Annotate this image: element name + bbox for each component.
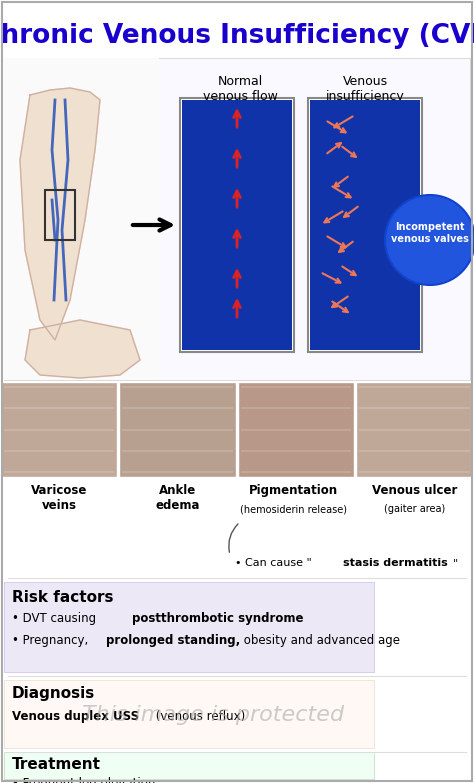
- Text: Venous ulcer: Venous ulcer: [372, 484, 457, 497]
- Text: obesity and advanced age: obesity and advanced age: [240, 634, 400, 647]
- Bar: [119, 382, 236, 477]
- Bar: [308, 98, 422, 352]
- Text: • DVT causing: • DVT causing: [12, 612, 100, 625]
- Text: Normal
venous flow: Normal venous flow: [202, 75, 277, 103]
- Bar: [4, 58, 159, 380]
- Text: Varicose
veins: Varicose veins: [31, 484, 87, 512]
- Bar: [4, 582, 374, 672]
- Circle shape: [385, 195, 474, 285]
- Text: • Frequent leg elevation: • Frequent leg elevation: [12, 777, 155, 783]
- Bar: [4, 680, 374, 748]
- Text: Treatment: Treatment: [12, 757, 101, 772]
- Text: postthrombotic syndrome: postthrombotic syndrome: [132, 612, 303, 625]
- Bar: [45, 190, 75, 240]
- Bar: [4, 752, 374, 779]
- Text: stasis dermatitis: stasis dermatitis: [343, 558, 448, 568]
- Bar: [238, 382, 355, 477]
- Text: ": ": [453, 558, 458, 568]
- Text: Incompetent
venous valves: Incompetent venous valves: [391, 222, 469, 244]
- Text: Ankle
edema: Ankle edema: [155, 484, 200, 512]
- Text: This image is protected: This image is protected: [82, 705, 345, 725]
- Text: Risk factors: Risk factors: [12, 590, 113, 605]
- Text: Pigmentation: Pigmentation: [249, 484, 338, 497]
- Bar: [1, 382, 118, 477]
- Text: (hemosiderin release): (hemosiderin release): [240, 504, 347, 514]
- Bar: [180, 98, 294, 352]
- Bar: [356, 382, 473, 477]
- Text: (venous reflux): (venous reflux): [152, 710, 245, 723]
- Text: • Pregnancy,: • Pregnancy,: [12, 634, 92, 647]
- Text: Chronic Venous Insufficiency (CVI): Chronic Venous Insufficiency (CVI): [0, 23, 474, 49]
- Text: Diagnosis: Diagnosis: [12, 686, 95, 701]
- Text: • Can cause ": • Can cause ": [235, 558, 312, 568]
- Bar: [182, 100, 292, 350]
- Text: prolonged standing,: prolonged standing,: [106, 634, 240, 647]
- Text: Venous
insufficiency: Venous insufficiency: [326, 75, 404, 103]
- Polygon shape: [20, 88, 100, 340]
- Text: (gaiter area): (gaiter area): [384, 504, 446, 514]
- Polygon shape: [25, 320, 140, 378]
- Text: Venous duplex USS: Venous duplex USS: [12, 710, 139, 723]
- Bar: [4, 58, 470, 380]
- Bar: [310, 100, 420, 350]
